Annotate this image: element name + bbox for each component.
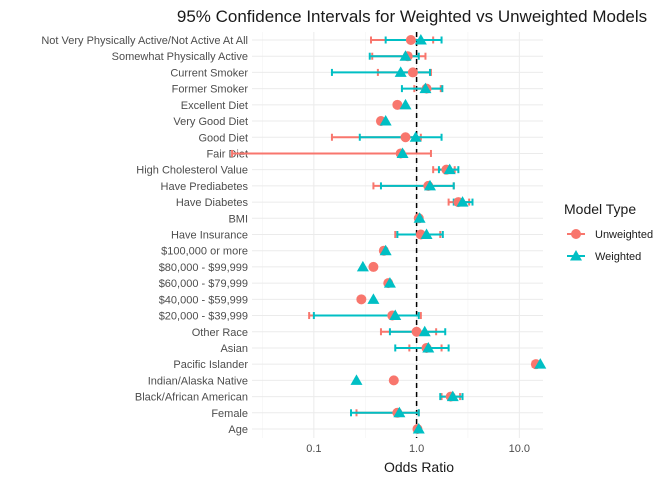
point-weighted (423, 179, 436, 191)
y-tick-label: $20,000 - $39,999 (159, 311, 248, 323)
y-tick-label: Fair Diet (206, 148, 248, 160)
y-tick-label: Indian/Alaska Native (148, 375, 248, 387)
point-weighted (534, 358, 547, 369)
y-tick-label: Age (228, 424, 248, 436)
chart-title: 95% Confidence Intervals for Weighted vs… (177, 7, 647, 26)
point-weighted (399, 98, 412, 110)
series-layer (231, 34, 547, 434)
y-tick-label: Have Insurance (171, 230, 248, 242)
point-unweighted (400, 132, 411, 143)
x-tick-label: 0.1 (306, 443, 321, 455)
point-weighted (409, 131, 422, 142)
y-tick-label: Good Diet (198, 132, 248, 144)
point-weighted (399, 50, 412, 61)
y-tick-label: Asian (220, 343, 248, 355)
y-tick-label: $40,000 - $59,999 (159, 294, 248, 306)
y-tick-label: $80,000 - $99,999 (159, 262, 248, 274)
point-weighted (379, 244, 392, 256)
point-weighted (456, 196, 469, 207)
legend-label-weighted: Weighted (595, 251, 641, 263)
point-weighted (418, 325, 431, 337)
y-tick-label: Excellent Diet (181, 100, 248, 112)
point-weighted (379, 115, 392, 126)
y-tick-label: Female (211, 408, 248, 420)
legend-item-weighted: Weighted (567, 250, 641, 263)
y-tick-label: Have Prediabetes (161, 181, 249, 193)
y-tick-label: Former Smoker (172, 84, 249, 96)
y-tick-label: Current Smoker (170, 67, 248, 79)
points-weighted (350, 34, 547, 434)
legend-marker-unweighted (571, 229, 581, 239)
point-weighted (389, 309, 402, 321)
point-weighted (443, 163, 456, 175)
legend-title: Model Type (564, 201, 636, 217)
y-tick-label: Somewhat Physically Active (112, 51, 248, 63)
x-tick-label: 1.0 (409, 443, 424, 455)
point-unweighted (356, 294, 367, 305)
point-weighted (420, 228, 433, 239)
point-unweighted (405, 35, 416, 45)
legend-marker-weighted (570, 250, 582, 261)
point-weighted (446, 390, 459, 402)
point-unweighted (392, 99, 403, 110)
point-unweighted (388, 375, 399, 386)
y-tick-label: High Cholesterol Value (136, 165, 248, 177)
point-weighted (419, 82, 432, 94)
point-unweighted (411, 326, 422, 337)
point-weighted (413, 212, 426, 223)
y-tick-label: Very Good Diet (173, 116, 248, 128)
x-axis-ticks: 0.1 1.0 10.0 (306, 443, 530, 455)
y-tick-label: Have Diabetes (176, 197, 249, 209)
point-weighted (396, 147, 409, 158)
x-tick-label: 10.0 (509, 443, 530, 455)
legend-label-unweighted: Unweighted (595, 229, 653, 241)
y-tick-label: Pacific Islander (173, 359, 248, 371)
point-weighted (414, 34, 427, 45)
point-weighted (383, 277, 396, 288)
point-weighted (350, 374, 363, 385)
legend: Model Type Unweighted Weighted (564, 201, 653, 263)
point-weighted (356, 260, 369, 272)
y-tick-label: $60,000 - $79,999 (159, 278, 248, 290)
point-weighted (394, 66, 407, 77)
y-tick-label: Other Race (192, 327, 248, 339)
y-axis-labels: Not Very Physically Active/Not Active At… (41, 35, 248, 436)
y-tick-label: $100,000 or more (161, 246, 248, 258)
point-weighted (412, 423, 425, 434)
point-weighted (393, 406, 406, 418)
y-tick-label: Black/African American (135, 392, 248, 404)
point-weighted (422, 341, 435, 353)
point-unweighted (407, 67, 418, 78)
legend-items: Unweighted Weighted (567, 229, 653, 263)
y-tick-label: Not Very Physically Active/Not Active At… (41, 35, 248, 47)
point-weighted (367, 293, 380, 304)
y-tick-label: BMI (228, 213, 248, 225)
x-axis-label: Odds Ratio (384, 459, 454, 475)
point-unweighted (368, 261, 379, 272)
legend-item-unweighted: Unweighted (567, 229, 653, 241)
